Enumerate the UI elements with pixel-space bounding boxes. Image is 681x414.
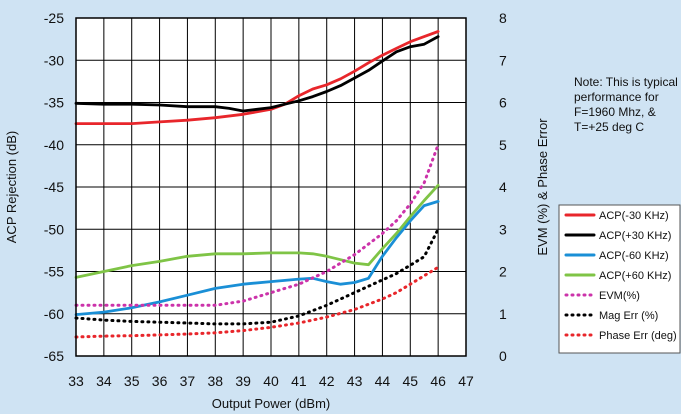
legend-label: ACP(-60 KHz) [599, 250, 669, 262]
left-y-tick-label: -50 [44, 221, 64, 237]
left-y-tick-label: -35 [44, 95, 64, 111]
right-y-tick-label: 8 [499, 10, 507, 26]
x-tick-label: 46 [430, 373, 446, 389]
right-y-tick-label: 3 [499, 221, 507, 237]
legend-label: Phase Err (deg) [599, 330, 677, 342]
x-tick-label: 47 [458, 373, 474, 389]
legend-label: ACP(+30 KHz) [599, 230, 671, 242]
right-y-tick-label: 2 [499, 264, 507, 280]
left-y-axis-title: ACP Rejection (dB) [4, 131, 19, 243]
x-tick-label: 43 [347, 373, 363, 389]
x-tick-label: 44 [375, 373, 391, 389]
x-tick-label: 40 [263, 373, 279, 389]
left-y-tick-label: -45 [44, 179, 64, 195]
right-y-tick-label: 1 [499, 306, 507, 322]
x-tick-label: 33 [68, 373, 84, 389]
x-tick-label: 41 [291, 373, 307, 389]
x-tick-label: 38 [207, 373, 223, 389]
left-y-tick-label: -60 [44, 306, 64, 322]
x-tick-label: 37 [180, 373, 196, 389]
x-tick-label: 34 [96, 373, 112, 389]
legend-label: Mag Err (%) [599, 310, 658, 322]
legend-label: ACP(-30 KHz) [599, 210, 669, 222]
right-y-axis-title: EVM (%) & Phase Error [535, 118, 550, 256]
right-y-tick-label: 5 [499, 137, 507, 153]
left-y-tick-label: -30 [44, 52, 64, 68]
note-line: F=1960 Mhz, & [574, 105, 656, 119]
left-y-tick-label: -55 [44, 264, 64, 280]
legend-label: ACP(+60 KHz) [599, 270, 671, 282]
legend: ACP(-30 KHz) ACP(+30 KHz) ACP(-60 KHz) ACP(… [558, 204, 681, 354]
series-line-acp-30-khz [74, 30, 440, 125]
legend-box [558, 204, 681, 354]
series-layer [74, 30, 440, 339]
series-line-mag-err [74, 227, 440, 326]
right-y-tick-label: 6 [499, 95, 507, 111]
series-line-acp-60-khz [74, 183, 440, 279]
series-line-acp-30-khz [74, 35, 440, 113]
x-axis-title: Output Power (dBm) [212, 396, 331, 411]
note-annotation: Note: This is typical performance for F=… [574, 75, 678, 134]
x-tick-label: 35 [124, 373, 140, 389]
plot-frame [75, 17, 467, 357]
note-line: T=+25 deg C [574, 120, 644, 134]
legend-label: EVM(%) [599, 290, 640, 302]
x-tick-label: 42 [319, 373, 335, 389]
x-tick-label: 39 [235, 373, 251, 389]
right-y-tick-label: 0 [499, 348, 507, 364]
right-y-tick-label: 7 [499, 52, 507, 68]
left-y-tick-label: -65 [44, 348, 64, 364]
series-line-evm [74, 143, 440, 307]
right-y-tick-label: 4 [499, 179, 507, 195]
x-tick-label: 45 [402, 373, 418, 389]
left-y-tick-label: -40 [44, 137, 64, 153]
series-line-phase-err-deg [74, 265, 440, 339]
tick-labels: 33 34 35 36 37 38 39 40 41 42 43 44 45 46 47-25-30-35-… [44, 10, 507, 389]
left-y-tick-label: -25 [44, 10, 64, 26]
x-tick-label: 36 [152, 373, 168, 389]
note-line: performance for [574, 90, 659, 104]
note-line: Note: This is typical [574, 75, 678, 89]
